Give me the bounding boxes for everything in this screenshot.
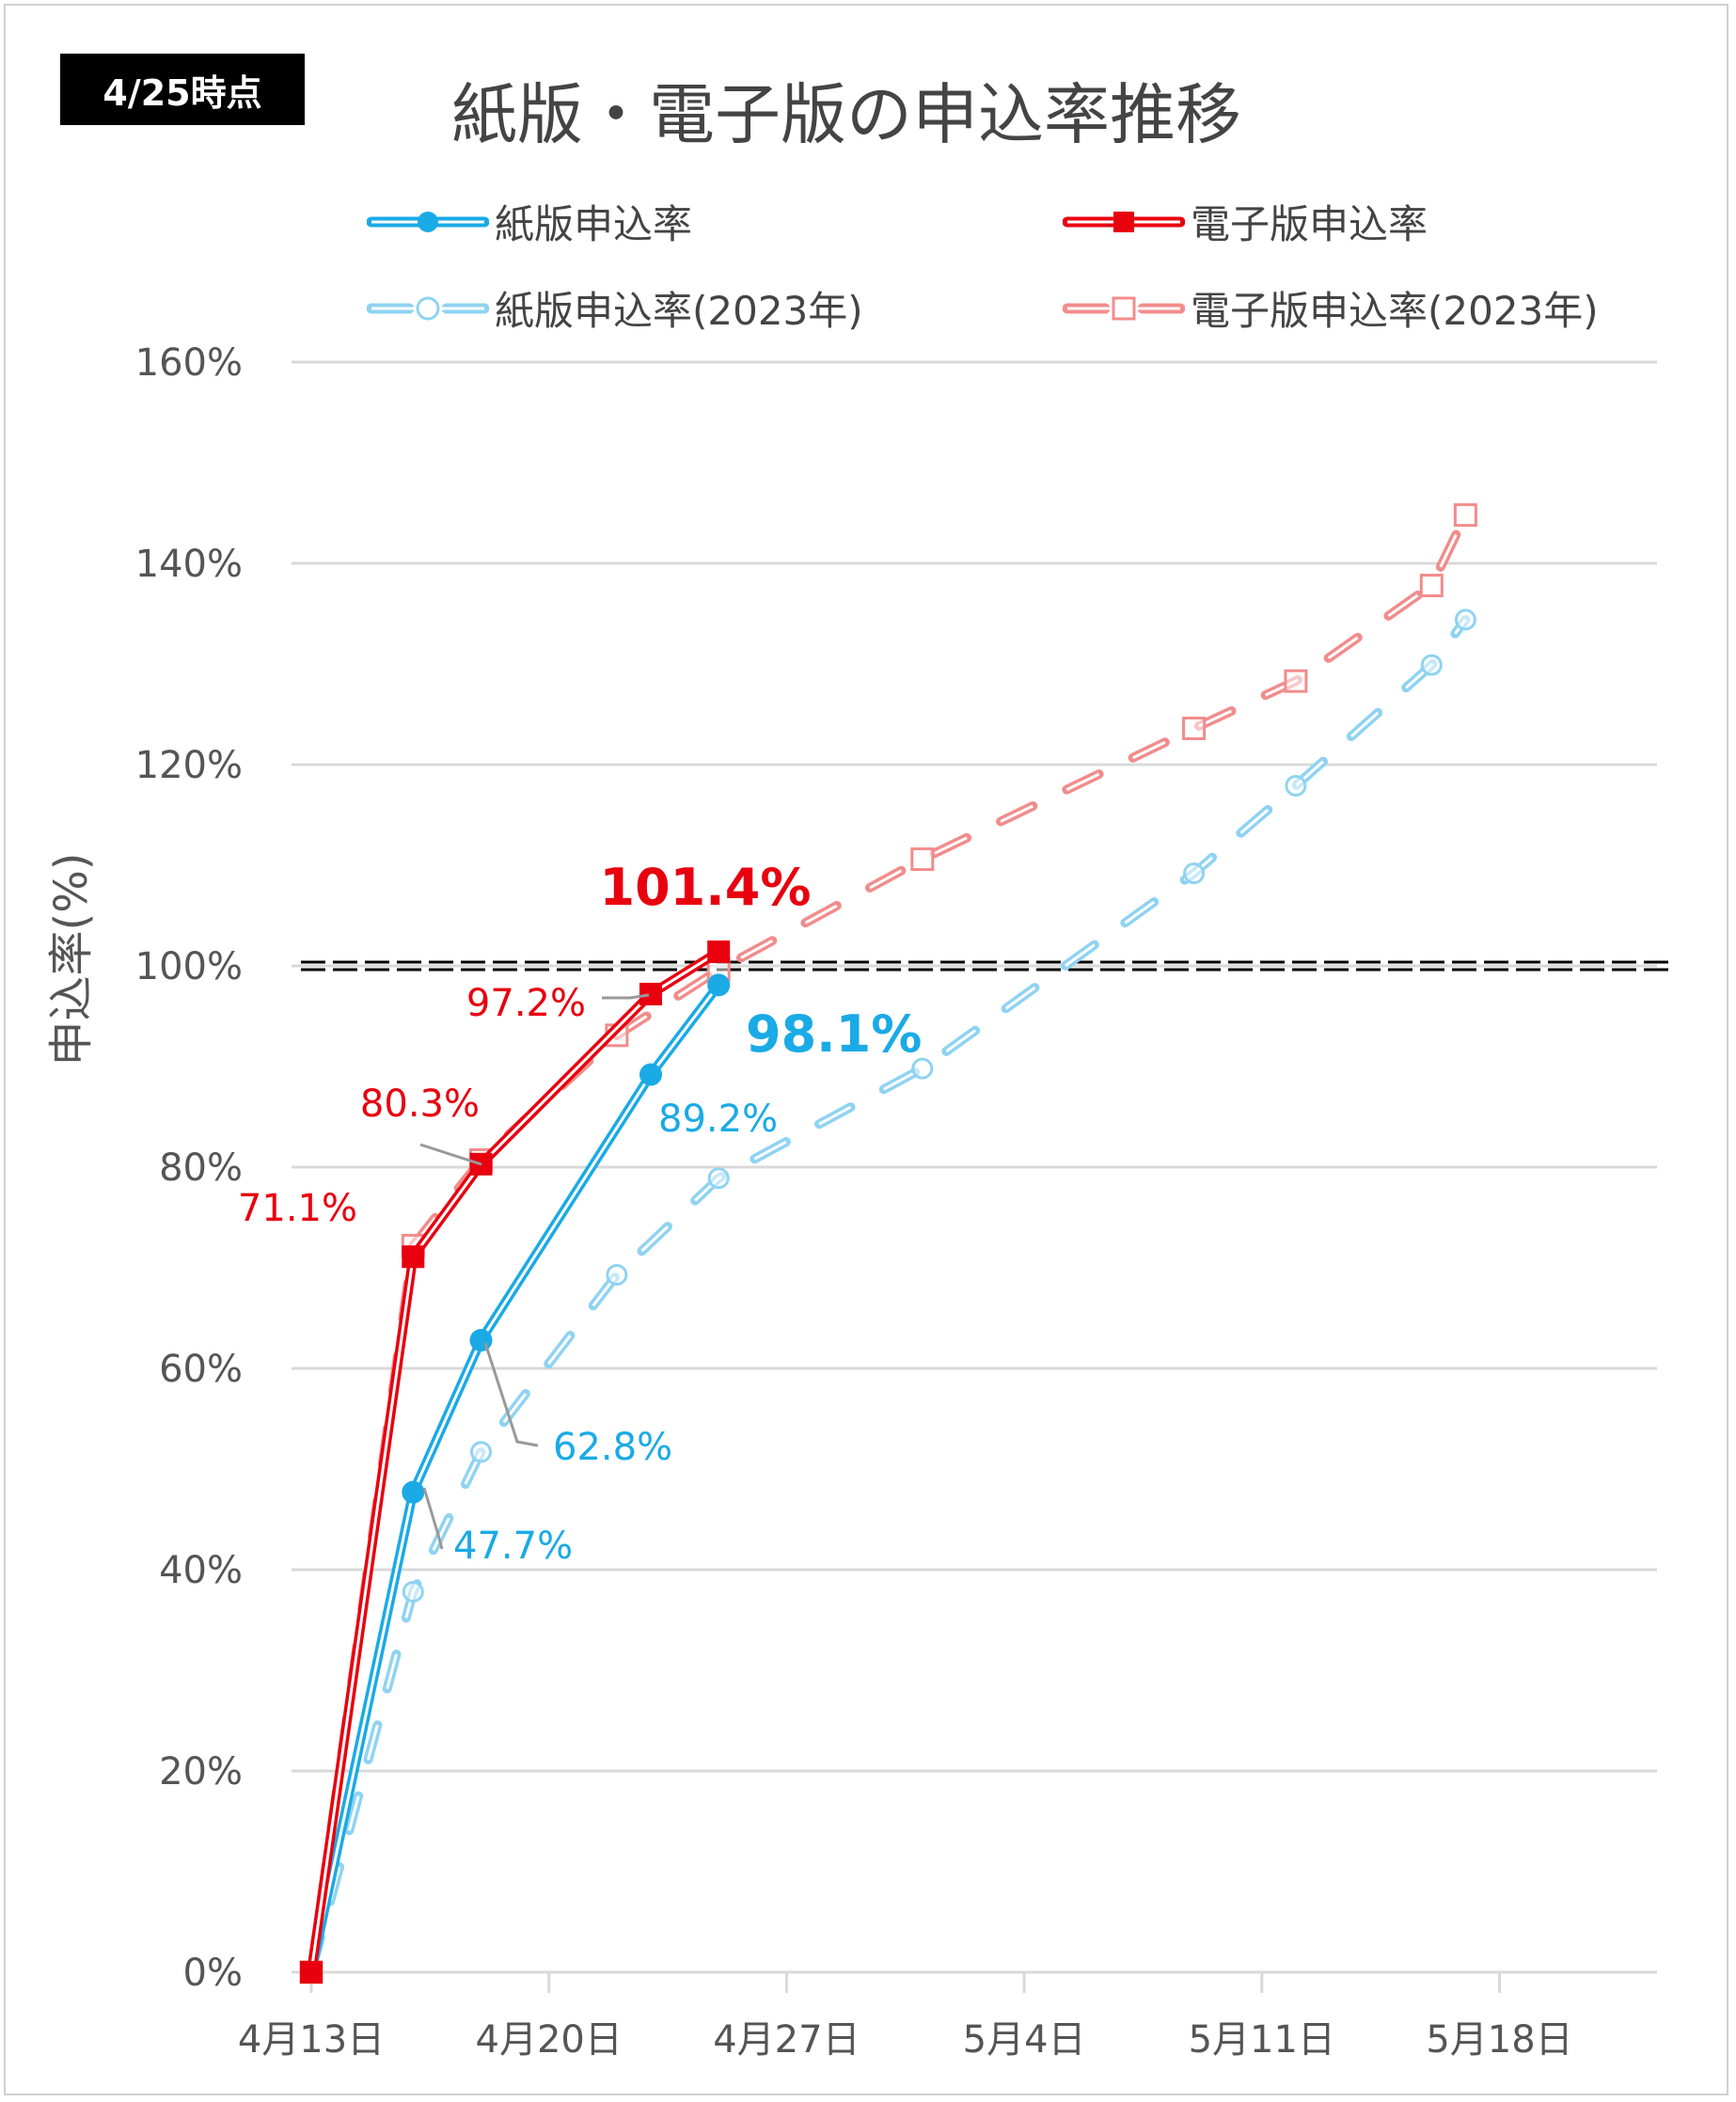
leader-lines [419,993,650,1550]
data-point [1284,669,1308,693]
y-tick-label: 100% [135,945,243,988]
data-point [402,1581,424,1604]
y-axis-ticks: 0% 20% 40% 60% 80% 100% 120% 140% 160% [135,341,243,1995]
date-badge: 4/25時点 [60,54,305,125]
chart-frame [4,4,1728,2095]
series-paper [300,973,731,1983]
legend-item-paper2023: 紙版申込率(2023年) [367,279,863,337]
data-point [707,973,731,997]
data-point [1183,862,1206,885]
data-point [910,847,935,872]
x-tick-label: 4月13日 [238,2018,385,2062]
data-point [639,982,662,1005]
data-point [1419,574,1444,598]
data-point [911,1057,934,1080]
data-point [1420,654,1443,676]
y-tick-label: 20% [159,1750,243,1794]
data-point [1285,774,1307,797]
x-axis-ticks: 4月13日 4月20日 4月27日 5月4日 5月11日 5月18日 [238,1972,1573,2062]
data-point [606,1263,628,1286]
y-tick-label: 120% [135,744,243,787]
legend-item-e: 電子版申込率 [1063,193,1428,250]
data-label-paper: 47.7% [453,1525,573,1568]
y-axis-label: 申込率(%) [45,852,98,1066]
legend-item-paper: 紙版申込率 [367,193,692,250]
data-point [707,940,731,964]
data-label-paper: 62.8% [553,1426,672,1469]
y-tick-label: 60% [159,1348,243,1391]
series-group [299,503,1477,1984]
legend-marker-paper [367,211,489,232]
leader-line [602,993,650,1000]
series-e2023 [299,503,1477,1984]
grid [292,360,1657,1974]
data-point [639,1063,662,1086]
data-point [469,1329,493,1352]
legend-marker-e [1063,211,1185,232]
legend-marker-paper2023 [367,296,489,320]
data-point [402,1245,425,1269]
data-label-e: 80.3% [360,1083,480,1126]
series-line-inner [309,619,1467,1973]
legend-label-paper2023: 紙版申込率(2023年) [495,288,863,334]
legend-item-e2023: 電子版申込率(2023年) [1063,279,1599,337]
x-tick-label: 4月20日 [476,2018,623,2062]
data-label-paper: 98.1% [746,1004,922,1064]
data-point [402,1480,425,1504]
y-tick-label: 160% [135,341,243,385]
legend-marker-e2023 [1063,296,1185,320]
data-label-paper: 89.2% [658,1098,778,1141]
series-line-outer [307,510,1471,1977]
legend-label-e2023: 電子版申込率(2023年) [1191,288,1599,334]
x-tick-label: 4月27日 [713,2018,860,2062]
series-paper2023 [300,608,1476,1983]
data-point [470,1441,492,1463]
data-labels: 47.7% 62.8% 89.2% 98.1% 71.1% 80.3% 97.2% 101.4… [238,858,922,1568]
x-tick-label: 5月11日 [1189,2018,1335,2062]
leader-line [422,1487,444,1550]
y-tick-label: 140% [135,543,243,586]
data-point [1182,716,1207,740]
data-point [707,1167,730,1190]
data-point [300,1961,323,1983]
data-label-e: 101.4% [600,858,812,917]
data-label-e: 71.1% [238,1187,357,1230]
legend-label-paper: 紙版申込率 [495,201,693,247]
data-label-e: 97.2% [466,982,586,1025]
data-point [1453,503,1477,528]
leader-line [419,1143,482,1166]
legend-label-e: 電子版申込率 [1191,201,1428,247]
y-tick-label: 80% [159,1146,243,1190]
data-point [1454,608,1476,631]
x-tick-label: 5月18日 [1426,2018,1572,2062]
reference-line-100 [301,960,1672,972]
series-line-outer [307,614,1471,1977]
chart-title: 紙版・電子版の申込率推移 [451,76,1241,153]
x-tick-label: 5月4日 [963,2018,1086,2062]
series-line-inner [309,514,1467,1973]
y-tick-label: 40% [159,1549,243,1592]
y-tick-label: 0% [183,1952,243,1995]
leader-line [483,1342,539,1447]
